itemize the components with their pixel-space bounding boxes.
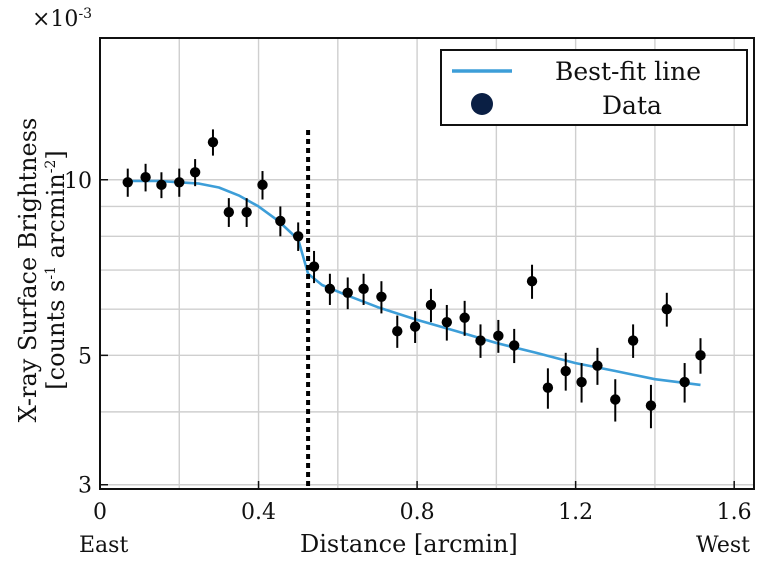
data-points [122,129,706,429]
data-point [627,335,639,346]
data-point [441,316,453,328]
data-point [645,400,657,411]
data-point [292,231,304,242]
data-point [358,283,369,295]
data-point [560,365,571,377]
data-point [241,206,252,218]
y-multiplier-label: ×10-3 [32,6,92,32]
data-point [493,330,504,342]
data-point [409,321,421,332]
grid [100,38,754,489]
data-point [275,215,286,227]
data-point [475,335,486,346]
data-point [542,382,554,393]
x-end-label-left: East [79,533,128,558]
data-point [592,360,603,371]
data-point [679,376,690,388]
legend: Best-fit line Data [440,49,748,126]
plot-frame [99,37,755,490]
y-ticks: 3 5 10 [64,169,108,499]
data-point [576,376,587,388]
y-tick-label: 10 [64,169,92,194]
data-point [122,177,133,188]
data-point [308,261,320,272]
data-point [174,177,185,188]
x-tick-label: 1.2 [558,500,593,525]
best-fit-curve [127,179,701,387]
data-point [610,394,621,405]
data-point [324,283,336,295]
data-point [140,172,151,183]
data-point [156,179,167,191]
x-ticks: 0 0.4 0.8 1.2 1.6 [93,481,752,525]
y-axis-title-line1: X-ray Surface Brightness [14,118,42,423]
x-axis-title: Distance [arcmin] [300,530,518,558]
data-point [342,287,353,299]
data-point [392,325,403,337]
legend-marker-swatch [471,93,493,115]
x-tick-label: 0.8 [400,500,435,525]
data-point [207,136,219,148]
legend-label-data: Data [602,91,662,120]
data-point [526,276,538,287]
y-axis-title: X-ray Surface Brightness [counts s-1 arc… [14,118,70,423]
data-point [661,303,672,315]
data-point [189,167,201,178]
data-point [223,206,235,218]
x-tick-label: 1.6 [717,500,752,525]
data-point [425,299,437,311]
x-end-label-right: West [696,533,750,558]
data-point [257,179,268,191]
legend-label-best-fit: Best-fit line [555,57,701,86]
data-point [695,350,706,361]
data-point [509,340,520,351]
x-tick-label: 0.4 [241,500,276,525]
legend-box [440,49,748,126]
x-tick-label: 0 [93,500,107,525]
data-point [459,312,470,323]
y-axis-title-line2: [counts s-1 arcmin-2] [42,150,70,389]
y-tick-label: 5 [78,344,92,369]
data-point [376,291,387,302]
y-tick-label: 3 [78,474,92,499]
best-fit-line [127,179,701,387]
